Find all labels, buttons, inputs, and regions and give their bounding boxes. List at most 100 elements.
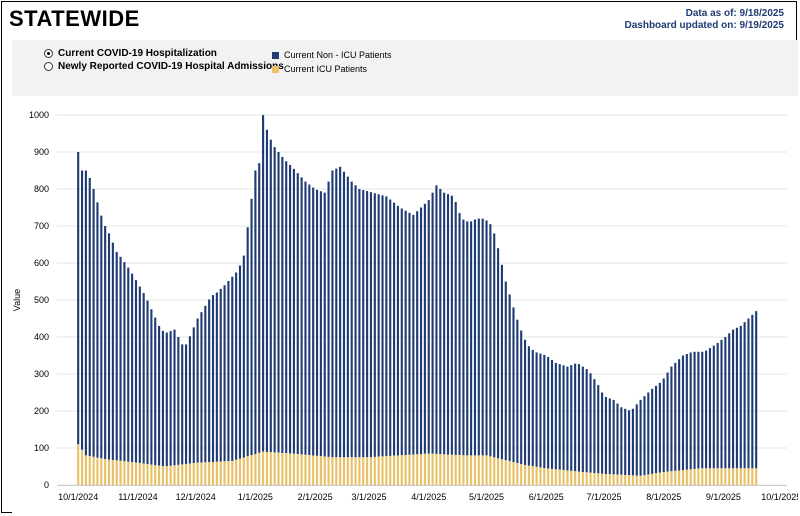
bar-icu xyxy=(204,462,207,485)
legend-label: Current Non - ICU Patients xyxy=(284,50,392,60)
bar-icu xyxy=(547,468,550,485)
bar-icu xyxy=(577,471,581,485)
bar-icu xyxy=(458,455,461,485)
bar-icu xyxy=(350,457,353,485)
bar-icu xyxy=(535,466,538,485)
bar-non-icu xyxy=(119,256,122,461)
bar-icu xyxy=(470,455,473,485)
bar-icu xyxy=(358,457,361,485)
bar-non-icu xyxy=(154,317,157,466)
bar-icu xyxy=(300,454,303,485)
bar-non-icu xyxy=(631,408,634,476)
radio-selected-icon[interactable] xyxy=(44,49,53,58)
y-tick-label: 500 xyxy=(34,295,49,305)
option-current-hospitalization[interactable]: Current COVID-19 Hospitalization xyxy=(44,48,217,59)
bar-non-icu xyxy=(712,345,715,469)
bar-icu xyxy=(705,468,708,485)
x-tick-label: 6/1/2025 xyxy=(529,492,564,502)
bar-non-icu xyxy=(123,262,126,462)
bar-non-icu xyxy=(396,205,399,456)
bar-non-icu xyxy=(134,280,138,463)
bar-non-icu xyxy=(184,344,188,464)
bar-non-icu xyxy=(146,300,149,465)
bar-non-icu xyxy=(362,190,365,458)
bar-icu xyxy=(500,459,503,485)
bar-non-icu xyxy=(389,199,392,456)
bar-non-icu xyxy=(416,211,419,455)
bar-icu xyxy=(273,452,276,485)
bar-non-icu xyxy=(705,350,708,469)
bar-non-icu xyxy=(369,192,373,458)
bar-icu xyxy=(550,468,554,485)
bar-icu xyxy=(720,468,723,485)
bar-non-icu xyxy=(161,330,164,467)
bar-icu xyxy=(323,456,326,485)
bar-non-icu xyxy=(728,333,731,469)
bar-non-icu xyxy=(612,399,615,475)
bar-non-icu xyxy=(466,221,469,456)
bar-non-icu xyxy=(80,170,84,450)
bar-icu xyxy=(385,456,388,485)
bar-icu xyxy=(604,473,608,485)
bar-icu xyxy=(612,474,615,485)
option-new-admissions[interactable]: Newly Reported COVID-19 Hospital Admissi… xyxy=(44,61,284,72)
x-tick-label: 4/1/2025 xyxy=(411,492,446,502)
bar-non-icu xyxy=(308,184,311,456)
bar-icu xyxy=(227,461,230,485)
bar-non-icu xyxy=(188,336,191,464)
bar-non-icu xyxy=(235,272,238,460)
bar-icu xyxy=(404,454,407,485)
bar-non-icu xyxy=(616,403,619,475)
dashboard-updated: Dashboard updated on: 9/19/2025 xyxy=(624,20,785,31)
bar-non-icu xyxy=(419,207,423,455)
y-tick-label: 400 xyxy=(34,332,49,342)
bar-non-icu xyxy=(138,286,141,464)
y-tick-label: 300 xyxy=(34,369,49,379)
bar-icu xyxy=(581,472,584,485)
bar-icu xyxy=(489,456,492,485)
bar-icu xyxy=(446,454,450,485)
bar-icu xyxy=(735,468,738,485)
bar-icu xyxy=(80,449,84,485)
bar-non-icu xyxy=(689,352,692,470)
bar-non-icu xyxy=(366,191,369,458)
bar-non-icu xyxy=(458,213,461,456)
bar-icu xyxy=(289,453,292,485)
radio-unselected-icon[interactable] xyxy=(44,62,53,71)
bar-non-icu xyxy=(427,200,430,454)
bar-non-icu xyxy=(104,226,107,460)
bar-non-icu xyxy=(585,369,588,473)
y-tick-label: 900 xyxy=(34,147,49,157)
bar-icu xyxy=(631,475,634,485)
bar-icu xyxy=(724,468,727,485)
legend-icu[interactable]: Current ICU Patients xyxy=(272,64,367,74)
y-tick-label: 200 xyxy=(34,406,49,416)
bar-icu xyxy=(77,444,80,485)
bar-non-icu xyxy=(477,218,480,456)
bar-icu xyxy=(743,468,746,485)
bar-icu xyxy=(427,453,430,485)
bar-non-icu xyxy=(181,344,184,465)
bar-icu xyxy=(161,466,164,485)
bar-non-icu xyxy=(315,189,319,456)
bar-icu xyxy=(369,457,373,485)
bar-non-icu xyxy=(100,215,103,459)
bar-non-icu xyxy=(439,189,442,455)
bar-icu xyxy=(319,456,322,485)
bar-non-icu xyxy=(647,392,650,475)
bar-icu xyxy=(654,473,658,485)
bar-icu xyxy=(211,461,215,485)
bar-non-icu xyxy=(304,181,307,455)
bar-non-icu xyxy=(273,147,276,453)
bar-non-icu xyxy=(751,314,754,469)
bar-icu xyxy=(635,475,638,485)
bar-icu xyxy=(84,455,87,485)
bar-icu xyxy=(627,475,631,485)
x-tick-label: 10/1/2024 xyxy=(58,492,98,502)
legend-non-icu[interactable]: Current Non - ICU Patients xyxy=(272,50,392,60)
bar-non-icu xyxy=(500,264,503,460)
bar-non-icu xyxy=(192,327,195,464)
bar-non-icu xyxy=(96,202,99,458)
y-tick-label: 700 xyxy=(34,221,49,231)
bar-non-icu xyxy=(473,219,477,456)
